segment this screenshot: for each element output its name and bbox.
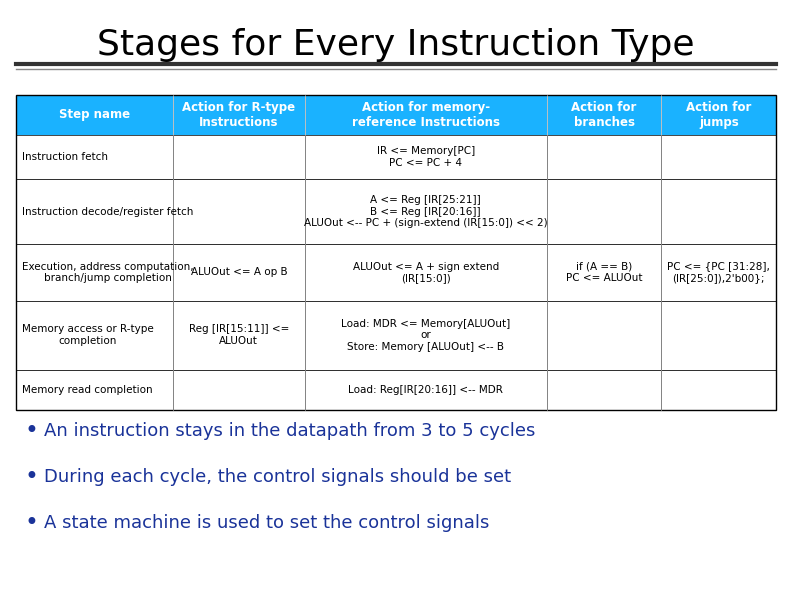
FancyBboxPatch shape (305, 179, 546, 244)
Text: IR <= Memory[PC]
PC <= PC + 4: IR <= Memory[PC] PC <= PC + 4 (377, 146, 475, 168)
Text: if (A == B)
PC <= ALUOut: if (A == B) PC <= ALUOut (565, 261, 642, 283)
Text: A <= Reg [IR[25:21]]
B <= Reg [IR[20:16]]
ALUOut <-- PC + (sign-extend (IR[15:0]: A <= Reg [IR[25:21]] B <= Reg [IR[20:16]… (304, 195, 547, 228)
FancyBboxPatch shape (546, 244, 661, 300)
FancyBboxPatch shape (16, 95, 173, 135)
FancyBboxPatch shape (16, 135, 173, 179)
FancyBboxPatch shape (16, 244, 173, 300)
FancyBboxPatch shape (16, 370, 173, 410)
Text: Action for memory-
reference Instructions: Action for memory- reference Instruction… (352, 101, 500, 129)
Text: Instruction decode/register fetch: Instruction decode/register fetch (22, 207, 193, 217)
Text: An instruction stays in the datapath from 3 to 5 cycles: An instruction stays in the datapath fro… (44, 422, 535, 441)
Text: Load: Reg[IR[20:16]] <-- MDR: Load: Reg[IR[20:16]] <-- MDR (348, 385, 503, 395)
Text: Action for R-type
Instructions: Action for R-type Instructions (182, 101, 295, 129)
Text: •: • (25, 511, 39, 536)
FancyBboxPatch shape (305, 300, 546, 370)
FancyBboxPatch shape (661, 300, 776, 370)
FancyBboxPatch shape (546, 300, 661, 370)
Text: Memory access or R-type
completion: Memory access or R-type completion (22, 324, 154, 346)
FancyBboxPatch shape (546, 135, 661, 179)
FancyBboxPatch shape (173, 135, 305, 179)
Text: PC <= {PC [31:28],
(IR[25:0]),2'b00};: PC <= {PC [31:28], (IR[25:0]),2'b00}; (668, 261, 771, 283)
FancyBboxPatch shape (173, 370, 305, 410)
Text: •: • (25, 465, 39, 490)
Text: Load: MDR <= Memory[ALUOut]
or
Store: Memory [ALUOut] <-- B: Load: MDR <= Memory[ALUOut] or Store: Me… (341, 318, 510, 352)
FancyBboxPatch shape (173, 179, 305, 244)
FancyBboxPatch shape (546, 179, 661, 244)
Text: A state machine is used to set the control signals: A state machine is used to set the contr… (44, 514, 489, 532)
Text: During each cycle, the control signals should be set: During each cycle, the control signals s… (44, 468, 511, 487)
FancyBboxPatch shape (546, 95, 661, 135)
Text: Stages for Every Instruction Type: Stages for Every Instruction Type (97, 28, 695, 62)
FancyBboxPatch shape (173, 95, 305, 135)
FancyBboxPatch shape (661, 244, 776, 300)
Text: ALUOut <= A + sign extend
(IR[15:0]): ALUOut <= A + sign extend (IR[15:0]) (352, 261, 499, 283)
FancyBboxPatch shape (305, 244, 546, 300)
FancyBboxPatch shape (661, 95, 776, 135)
Text: Memory read completion: Memory read completion (22, 385, 153, 395)
FancyBboxPatch shape (173, 244, 305, 300)
FancyBboxPatch shape (16, 179, 173, 244)
Text: Action for
branches: Action for branches (572, 101, 637, 129)
Text: Step name: Step name (59, 108, 130, 121)
FancyBboxPatch shape (661, 135, 776, 179)
FancyBboxPatch shape (16, 300, 173, 370)
Text: •: • (25, 419, 39, 444)
FancyBboxPatch shape (305, 370, 546, 410)
Text: Reg [IR[15:11]] <=
ALUOut: Reg [IR[15:11]] <= ALUOut (188, 324, 289, 346)
FancyBboxPatch shape (173, 300, 305, 370)
Text: Instruction fetch: Instruction fetch (22, 152, 109, 162)
FancyBboxPatch shape (661, 370, 776, 410)
FancyBboxPatch shape (546, 370, 661, 410)
FancyBboxPatch shape (305, 95, 546, 135)
FancyBboxPatch shape (661, 179, 776, 244)
Text: ALUOut <= A op B: ALUOut <= A op B (191, 267, 287, 277)
Text: Action for
jumps: Action for jumps (686, 101, 752, 129)
FancyBboxPatch shape (305, 135, 546, 179)
Text: Execution, address computation,
branch/jump completion: Execution, address computation, branch/j… (22, 261, 194, 283)
